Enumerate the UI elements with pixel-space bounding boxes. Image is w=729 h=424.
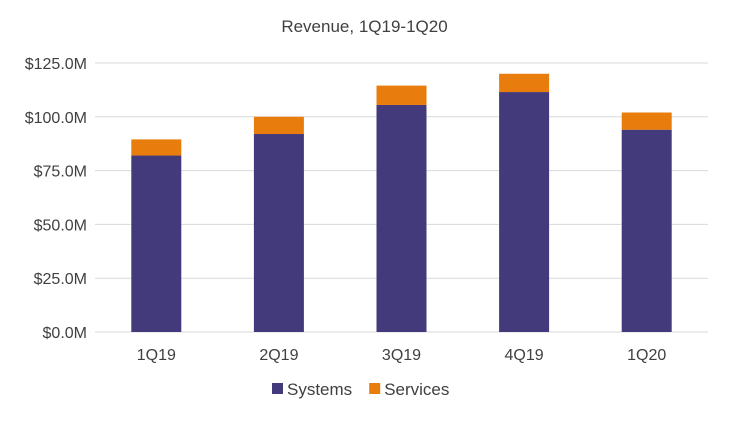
y-tick-label: $25.0M <box>34 271 87 288</box>
bar-systems-1q20 <box>621 129 672 332</box>
y-tick-label: $50.0M <box>34 217 87 234</box>
chart-title: Revenue, 1Q19-1Q20 <box>281 17 447 36</box>
bar-systems-1q19 <box>131 155 182 332</box>
legend-swatch-systems <box>272 383 283 394</box>
y-tick-label: $100.0M <box>25 110 87 127</box>
x-tick-label: 1Q20 <box>627 347 666 364</box>
legend: Systems Services <box>272 380 449 399</box>
bar-services-3q19 <box>376 85 427 105</box>
bar-systems-3q19 <box>376 104 427 333</box>
legend-label-services: Services <box>384 380 449 399</box>
bar-services-4q19 <box>499 73 550 93</box>
bar-services-1q20 <box>621 112 672 130</box>
bar-systems-2q19 <box>253 134 304 332</box>
legend-swatch-services <box>369 383 381 394</box>
bar-services-2q19 <box>253 116 304 135</box>
bar-systems-4q19 <box>499 92 550 332</box>
legend-label-systems: Systems <box>287 380 352 399</box>
x-tick-label: 4Q19 <box>505 347 544 364</box>
y-axis-ticks: $0.0M $25.0M $50.0M $75.0M $100.0M $125.0M <box>25 56 87 342</box>
bar-services-1q19 <box>131 139 182 156</box>
x-tick-label: 2Q19 <box>259 347 298 364</box>
y-tick-label: $75.0M <box>34 164 87 181</box>
y-tick-label: $0.0M <box>43 325 87 342</box>
bars <box>131 73 672 333</box>
y-tick-label: $125.0M <box>25 56 87 73</box>
x-axis-ticks: 1Q19 2Q19 3Q19 4Q19 1Q20 <box>137 347 667 364</box>
x-tick-label: 1Q19 <box>137 347 176 364</box>
x-tick-label: 3Q19 <box>382 347 421 364</box>
